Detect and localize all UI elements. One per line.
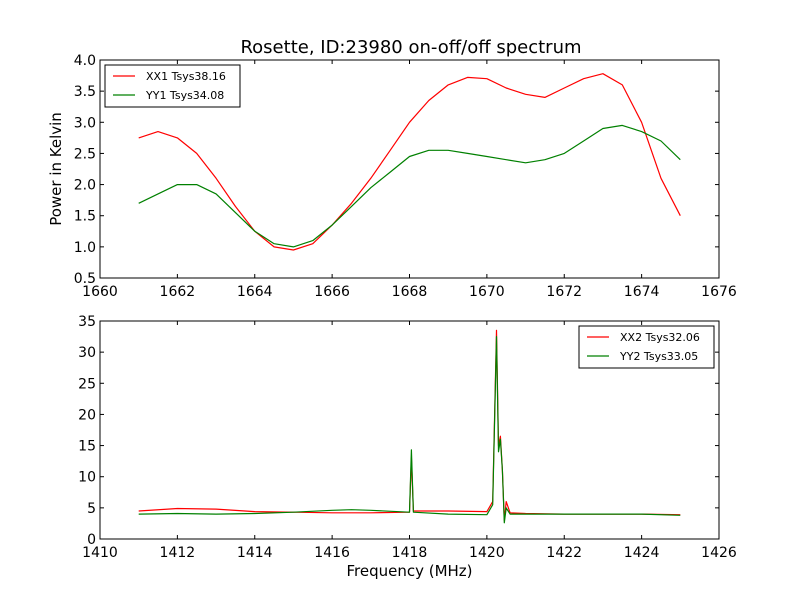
x-tick-label: 1424	[624, 545, 660, 561]
y-tick-label: 0.5	[74, 271, 96, 287]
chart-title: Rosette, ID:23980 on-off/off spectrum	[240, 37, 581, 58]
y-tick-label: 10	[78, 470, 96, 486]
x-tick-label: 1676	[701, 284, 737, 300]
legend-label: XX1 Tsys38.16	[146, 70, 226, 83]
x-tick-label: 1670	[469, 284, 505, 300]
y-tick-label: 20	[78, 407, 96, 423]
y-tick-label: 5	[87, 501, 96, 517]
x-tick-label: 1418	[392, 545, 428, 561]
legend: XX2 Tsys32.06 YY2 Tsys33.05	[578, 325, 715, 369]
x-tick-label: 1666	[314, 284, 350, 300]
legend-box	[104, 64, 241, 108]
y-tick-label: 2.5	[74, 146, 96, 162]
x-tick-label: 1668	[392, 284, 428, 300]
y-tick-label: 3.0	[74, 115, 96, 131]
legend-label: XX2 Tsys32.06	[620, 331, 700, 344]
x-tick-label: 1674	[624, 284, 660, 300]
x-tick-label: 1426	[701, 545, 737, 561]
y-tick-label: 30	[78, 345, 96, 361]
y-tick-label: 15	[78, 439, 96, 455]
y-tick-label: 0	[87, 532, 96, 548]
x-tick-label: 1662	[160, 284, 196, 300]
y-tick-label: 1.5	[74, 209, 96, 225]
legend-box	[578, 325, 715, 369]
legend: XX1 Tsys38.16 YY1 Tsys34.08	[104, 64, 241, 108]
y-tick-label: 4.0	[74, 53, 96, 69]
x-tick-label: 1660	[82, 284, 118, 300]
bottom-panel: 1410 1412 1414 1416 1418 1420 1422 1424 1426 0 5 10…	[78, 314, 737, 580]
y-tick-label: 2.0	[74, 178, 96, 194]
x-tick-label: 1410	[82, 545, 118, 561]
x-axis-label: Frequency (MHz)	[346, 562, 472, 580]
series-line-2	[138, 124, 681, 248]
legend-label: YY1 Tsys34.08	[145, 89, 224, 102]
series-line-2	[138, 336, 681, 524]
x-tick-label: 1416	[314, 545, 350, 561]
x-tick-label: 1664	[237, 284, 273, 300]
legend-label: YY2 Tsys33.05	[619, 350, 698, 363]
x-tick-label: 1420	[469, 545, 505, 561]
x-tick-label: 1412	[160, 545, 196, 561]
x-tick-label: 1422	[546, 545, 582, 561]
top-panel: 1660 1662 1664 1666 1668 1670 1672 1674 1676 0.5 1…	[47, 53, 737, 300]
y-tick-label: 3.5	[74, 84, 96, 100]
y-tick-label: 25	[78, 376, 96, 392]
y-tick-label: 35	[78, 314, 96, 330]
y-tick-label: 1.0	[74, 240, 96, 256]
y-axis-label: Power in Kelvin	[47, 112, 65, 226]
x-tick-label: 1672	[546, 284, 582, 300]
series-line-1	[138, 73, 681, 251]
x-tick-label: 1414	[237, 545, 273, 561]
